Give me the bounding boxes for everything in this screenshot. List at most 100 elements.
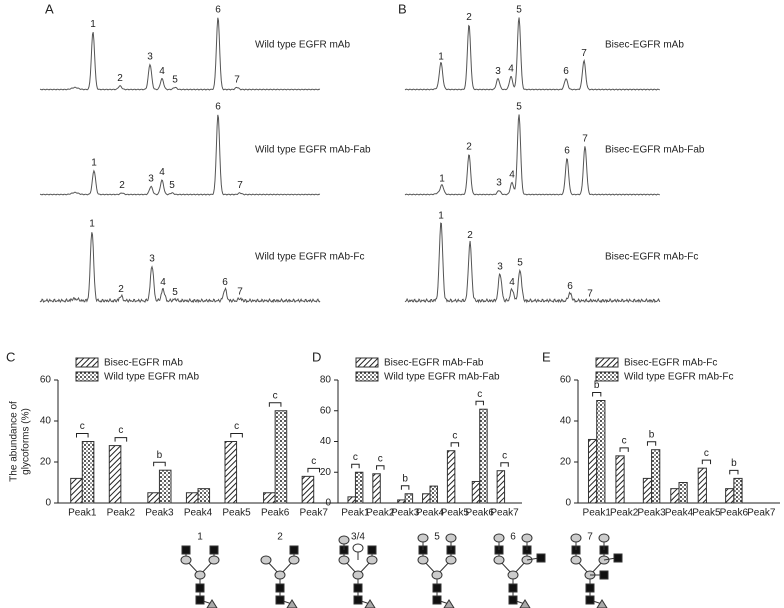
glcnac [432, 595, 442, 605]
peak-label: 6 [567, 281, 573, 292]
glcnac [209, 545, 219, 555]
peak-label: 3 [496, 178, 502, 189]
hexose [431, 570, 443, 580]
significance-bracket [153, 461, 166, 467]
legend-swatch [595, 357, 619, 368]
x-tick-label: Peak3 [145, 508, 174, 519]
legend-label: Wild type EGFR mAb-Fc [624, 372, 733, 383]
glycan-label: 2 [277, 532, 283, 543]
significance-label: c [502, 450, 507, 461]
x-tick-label: Peak1 [583, 508, 612, 519]
peak-label: 3 [497, 261, 503, 272]
significance-label: c [622, 435, 627, 446]
bar [496, 470, 506, 504]
significance-label: c [273, 390, 278, 401]
peak-label: 7 [587, 289, 593, 300]
bar [347, 496, 356, 504]
peak-label: 1 [89, 218, 95, 229]
chromatogram-trace [404, 17, 661, 91]
peak-label: 3 [147, 51, 153, 62]
peak-label: 2 [467, 230, 473, 241]
x-tick-label: Peak5 [692, 508, 721, 519]
bar [446, 450, 456, 504]
glcnac [508, 595, 518, 605]
bar [404, 493, 414, 504]
peak-label: 4 [159, 167, 165, 178]
x-tick-label: Peak2 [107, 508, 136, 519]
glcnac [585, 595, 595, 605]
peak-label: 5 [172, 74, 178, 85]
x-tick-label: Peak2 [366, 508, 395, 519]
y-tick-label: 60 [320, 405, 332, 416]
y-tick-label: 20 [40, 457, 52, 468]
peak-label: 3 [149, 254, 155, 265]
y-axis-label: glycoforms (%) [21, 408, 32, 475]
hexose [352, 543, 364, 553]
x-tick-label: Peak6 [466, 508, 495, 519]
significance-bracket [114, 437, 128, 442]
significance-bracket [307, 467, 320, 473]
peak-label: 1 [438, 211, 444, 222]
bar [471, 480, 481, 504]
trace-name: Wild type EGFR mAb-Fc [255, 252, 364, 263]
x-tick-label: Peak7 [300, 508, 329, 519]
bar [651, 449, 661, 504]
bar [108, 445, 122, 504]
glycan-structures [180, 533, 623, 608]
peak-label: 5 [516, 5, 522, 16]
panel-label: B [398, 1, 407, 16]
x-tick-label: Peak4 [665, 508, 694, 519]
significance-bracket [701, 459, 712, 465]
significance-label: c [353, 452, 358, 463]
glycan-label: 6 [510, 532, 516, 543]
legend-swatch [75, 371, 99, 382]
peak-label: 7 [237, 286, 243, 297]
y-tick-label: 60 [40, 375, 52, 386]
hexose [352, 570, 364, 580]
peak-label: 6 [215, 102, 221, 113]
glcnac [275, 583, 285, 593]
x-tick-label: Peak1 [341, 508, 370, 519]
peak-label: 1 [91, 158, 97, 169]
legend-swatch [355, 371, 379, 382]
glycan-label: 7 [587, 532, 593, 543]
hexose [180, 555, 192, 565]
fucose [596, 599, 608, 608]
significance-bracket [729, 469, 739, 475]
hexose [338, 555, 350, 565]
peak-label: 5 [517, 257, 523, 268]
bar [697, 467, 707, 504]
peak-label: 1 [438, 51, 444, 62]
hexose [274, 570, 286, 580]
glcnac [353, 583, 363, 593]
bar [725, 488, 735, 504]
peak-label: 3 [148, 174, 154, 185]
glcnac [536, 553, 546, 563]
significance-label: b [594, 380, 600, 391]
hexose [445, 533, 457, 543]
legend-swatch [75, 357, 99, 368]
peak-label: 3 [495, 66, 501, 77]
x-tick-label: Peak5 [441, 508, 470, 519]
glcnac [585, 583, 595, 593]
y-tick-label: 40 [40, 416, 52, 427]
significance-bracket [400, 485, 410, 490]
peak-label: 6 [215, 5, 221, 16]
glcnac [275, 595, 285, 605]
chromatogram-trace [39, 114, 321, 196]
peak-label: 6 [564, 146, 570, 157]
peak-label: 2 [117, 73, 123, 84]
significance-bracket [351, 463, 360, 469]
hexose [417, 555, 429, 565]
glcnac [353, 595, 363, 605]
hexose [288, 555, 300, 565]
peak-label: 7 [234, 74, 240, 85]
glcnac [508, 583, 518, 593]
hexose [521, 533, 533, 543]
bar [642, 477, 653, 504]
trace-name: Bisec-EGFR mAb [605, 40, 684, 51]
x-tick-label: Peak3 [391, 508, 420, 519]
y-axis-label: The abundance of [9, 401, 20, 482]
x-tick-label: Peak6 [261, 508, 290, 519]
